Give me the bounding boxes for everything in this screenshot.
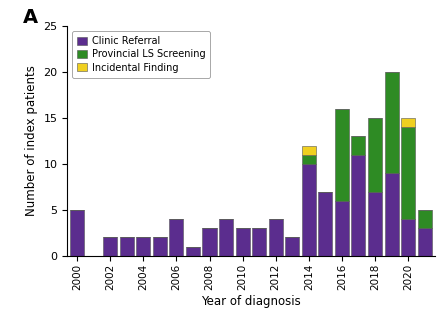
Bar <box>368 192 382 256</box>
Bar <box>384 72 399 173</box>
Bar <box>70 210 84 256</box>
Bar <box>302 164 316 256</box>
Bar <box>401 118 415 127</box>
Bar <box>418 228 432 256</box>
Bar <box>252 228 266 256</box>
Bar <box>418 210 432 228</box>
Bar <box>302 146 316 155</box>
Bar <box>401 127 415 219</box>
Bar <box>351 155 366 256</box>
Bar <box>269 219 283 256</box>
Y-axis label: Number of index patients: Number of index patients <box>25 66 38 216</box>
Bar <box>319 192 332 256</box>
Bar <box>219 219 233 256</box>
Bar <box>136 237 151 256</box>
Bar <box>351 136 366 155</box>
Bar <box>335 109 349 201</box>
Bar <box>169 219 183 256</box>
Bar <box>186 247 200 256</box>
Bar <box>368 118 382 192</box>
Bar <box>153 237 167 256</box>
Bar <box>120 237 134 256</box>
Legend: Clinic Referral, Provincial LS Screening, Incidental Finding: Clinic Referral, Provincial LS Screening… <box>72 31 210 78</box>
Text: A: A <box>23 8 38 27</box>
X-axis label: Year of diagnosis: Year of diagnosis <box>201 296 301 308</box>
Bar <box>384 173 399 256</box>
Bar <box>103 237 117 256</box>
Bar <box>401 219 415 256</box>
Bar <box>302 155 316 164</box>
Bar <box>335 201 349 256</box>
Bar <box>236 228 250 256</box>
Bar <box>202 228 216 256</box>
Bar <box>285 237 299 256</box>
